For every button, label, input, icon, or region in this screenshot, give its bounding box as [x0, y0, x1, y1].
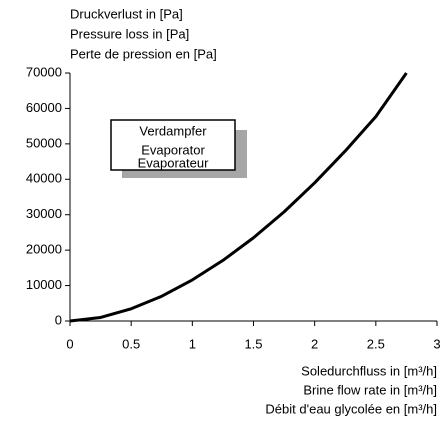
x-axis-label: Soledurchfluss in [m³/h]	[301, 363, 437, 378]
x-tick-label: 1	[189, 336, 196, 351]
y-axis-label: Pressure loss in [Pa]	[70, 26, 189, 41]
y-tick-label: 30000	[26, 206, 62, 221]
x-tick-label: 0	[66, 336, 73, 351]
annotation: Evaporateur	[138, 155, 209, 170]
x-tick-label: 3	[433, 336, 440, 351]
x-axis-label: Brine flow rate in [m³/h]	[303, 382, 437, 397]
y-axis-label: Perte de pression en [Pa]	[70, 46, 217, 61]
y-tick-label: 50000	[26, 135, 62, 150]
y-tick-label: 40000	[26, 171, 62, 186]
y-tick-label: 20000	[26, 242, 62, 257]
x-tick-label: 1.5	[244, 336, 262, 351]
y-tick-label: 0	[55, 312, 62, 327]
annotation-box	[110, 119, 236, 171]
x-tick-label: 2	[311, 336, 318, 351]
x-tick-label: 0.5	[122, 336, 140, 351]
x-tick-label: 2.5	[367, 336, 385, 351]
y-axis-label: Druckverlust in [Pa]	[70, 6, 183, 21]
annotation: Verdampfer	[139, 123, 207, 138]
annotation: Evaporator	[141, 142, 205, 157]
y-tick-label: 60000	[26, 100, 62, 115]
y-tick-label: 70000	[26, 64, 62, 79]
data-line	[69, 72, 408, 323]
x-axis-label: Débit d'eau glycolée en [m³/h]	[265, 401, 437, 416]
y-tick-label: 10000	[26, 277, 62, 292]
